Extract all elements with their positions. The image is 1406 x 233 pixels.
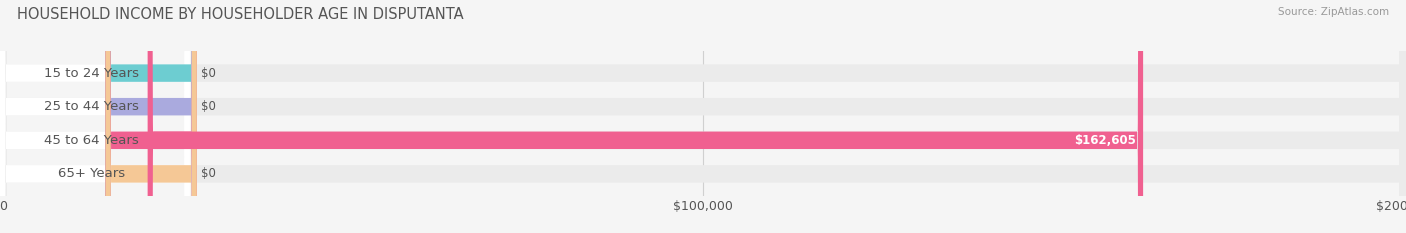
Text: $0: $0 <box>201 100 217 113</box>
Text: $0: $0 <box>201 167 217 180</box>
Text: 15 to 24 Years: 15 to 24 Years <box>44 67 139 80</box>
Text: 25 to 44 Years: 25 to 44 Years <box>44 100 139 113</box>
FancyBboxPatch shape <box>0 0 190 233</box>
Text: Source: ZipAtlas.com: Source: ZipAtlas.com <box>1278 7 1389 17</box>
FancyBboxPatch shape <box>105 0 197 233</box>
FancyBboxPatch shape <box>0 0 190 233</box>
Text: 45 to 64 Years: 45 to 64 Years <box>44 134 138 147</box>
Text: $162,605: $162,605 <box>1074 134 1136 147</box>
Text: 65+ Years: 65+ Years <box>58 167 125 180</box>
FancyBboxPatch shape <box>148 0 1143 233</box>
FancyBboxPatch shape <box>0 0 190 233</box>
FancyBboxPatch shape <box>105 0 197 233</box>
FancyBboxPatch shape <box>0 0 190 233</box>
FancyBboxPatch shape <box>105 0 197 233</box>
FancyBboxPatch shape <box>105 0 197 233</box>
Text: HOUSEHOLD INCOME BY HOUSEHOLDER AGE IN DISPUTANTA: HOUSEHOLD INCOME BY HOUSEHOLDER AGE IN D… <box>17 7 464 22</box>
Text: $0: $0 <box>201 67 217 80</box>
